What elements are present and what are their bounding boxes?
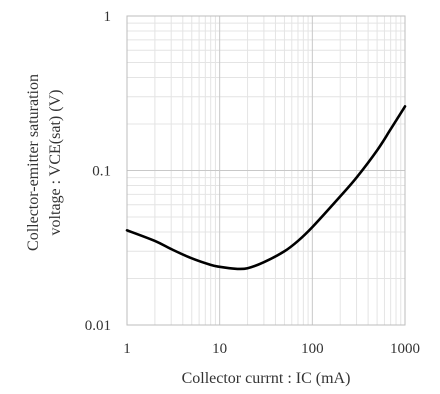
y-tick-labels: 0.01 0.1 1 <box>85 9 111 334</box>
y-axis-title-line-2: voltage : VCE(sat) (V) <box>47 90 64 236</box>
x-tick-labels: 1 10 100 1000 <box>123 341 420 357</box>
y-tick-label: 0.1 <box>92 164 111 180</box>
plot-area-frame <box>126 15 406 326</box>
x-tick-label: 100 <box>301 341 324 357</box>
y-tick-label: 1 <box>104 9 112 25</box>
x-tick-label: 1000 <box>390 341 420 357</box>
x-axis-title: Collector currnt : IC (mA) <box>182 370 351 387</box>
x-tick-label: 10 <box>212 341 227 357</box>
x-tick-label: 1 <box>123 341 131 357</box>
vce-sat-curve <box>125 105 407 271</box>
y-axis-title-line-1: Collector-emitter saturation <box>25 74 42 251</box>
y-tick-label: 0.01 <box>85 318 111 334</box>
series-layer <box>125 105 407 271</box>
